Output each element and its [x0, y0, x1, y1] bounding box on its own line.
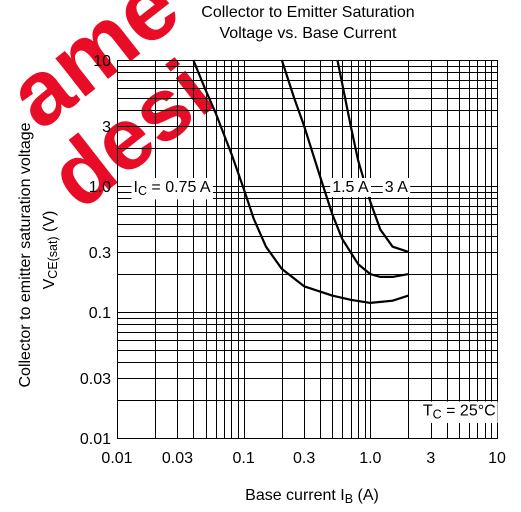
y-tick-label: 0.3 — [89, 245, 111, 262]
temperature-annotation: TC = 25°C — [423, 403, 496, 422]
x-tick-label: 0.03 — [162, 450, 193, 467]
y-tick-label: 1.0 — [89, 179, 111, 196]
y-axis-label-symbol: VCE(sat) (V) — [41, 211, 60, 290]
series-label: IC = 0.75 A — [134, 179, 211, 198]
series-label: 1.5 A — [332, 179, 369, 196]
grid — [117, 60, 497, 439]
series-line — [192, 59, 409, 304]
series-line — [280, 59, 409, 278]
series-label-background — [382, 178, 411, 197]
y-tick-label: 10 — [93, 53, 111, 70]
y-axis-label: Collector to emitter saturation voltage — [17, 122, 34, 387]
x-tick-label: 10 — [488, 450, 506, 467]
y-tick-label: 3 — [102, 119, 111, 136]
series-label-background — [330, 178, 372, 197]
y-tick-label: 0.03 — [80, 371, 111, 388]
y-tick-label: 0.1 — [89, 305, 111, 322]
x-tick-label: 0.01 — [101, 450, 132, 467]
y-tick-label: 0.01 — [80, 431, 111, 448]
x-tick-label: 0.3 — [293, 450, 315, 467]
x-tick-label: 1.0 — [359, 450, 381, 467]
x-axis-label: Base current IB (A) — [245, 487, 379, 506]
annotation-background — [420, 401, 498, 423]
x-tick-label: 3 — [426, 450, 435, 467]
x-tick-label: 0.1 — [233, 450, 255, 467]
chart-title: Voltage vs. Base Current — [220, 25, 398, 42]
series-label: 3 A — [385, 179, 408, 196]
chart-title: Collector to Emitter Saturation — [201, 4, 414, 21]
plot-frame — [116, 59, 499, 440]
series-label-background — [131, 178, 213, 200]
